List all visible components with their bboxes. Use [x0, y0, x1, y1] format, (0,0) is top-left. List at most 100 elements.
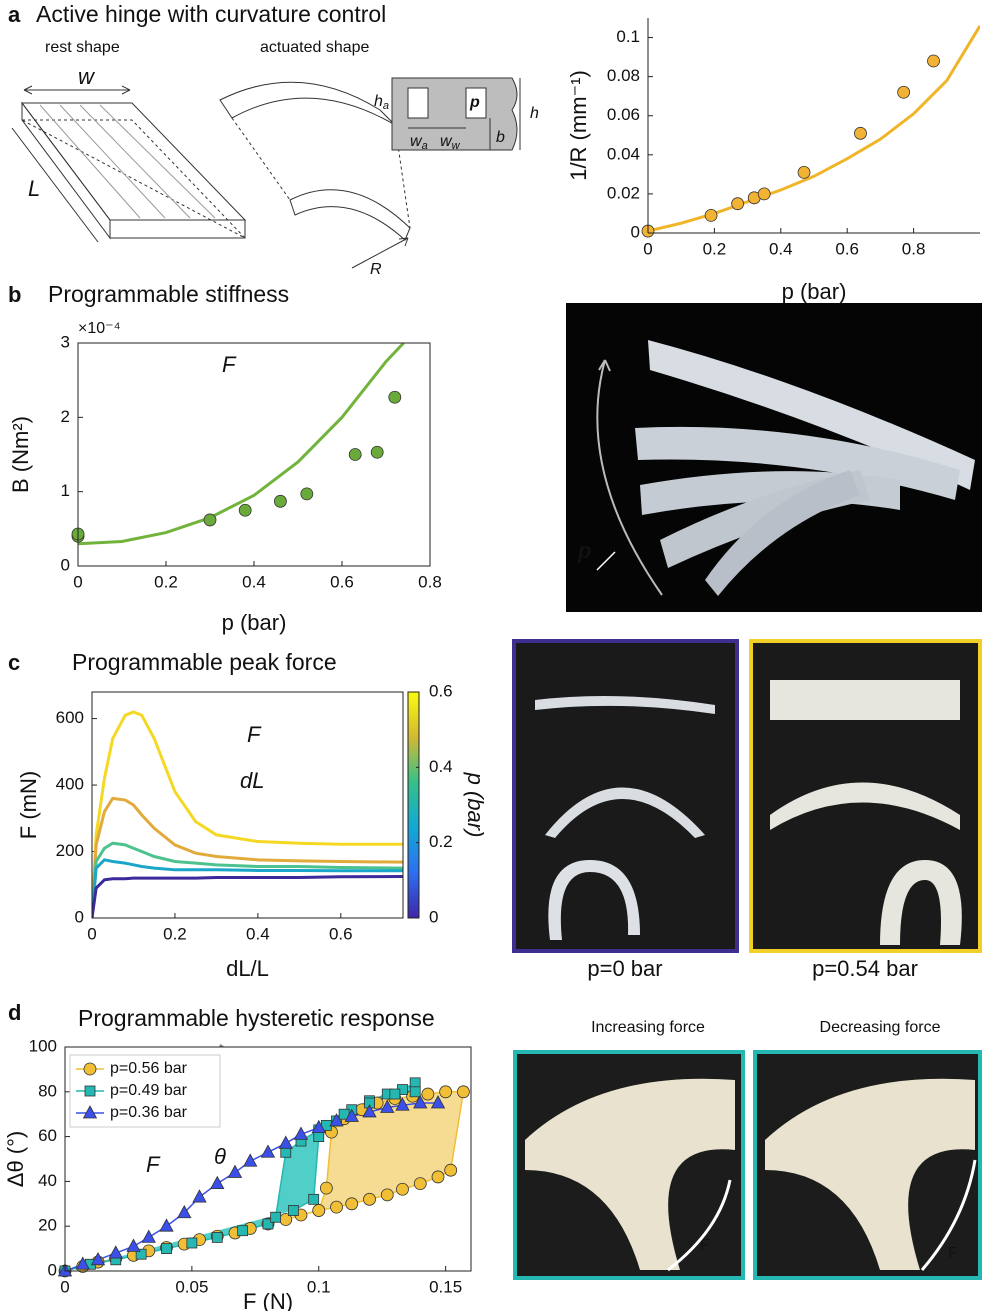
x-tick-label: 0 — [60, 1277, 69, 1296]
marker — [413, 1095, 428, 1109]
diagram-label: ha — [374, 93, 389, 112]
marker — [237, 1225, 249, 1237]
panel-label: d — [8, 1000, 21, 1025]
marker — [431, 1170, 445, 1184]
marker — [243, 1153, 258, 1167]
marker — [927, 54, 940, 68]
marker — [456, 1085, 470, 1099]
marker — [90, 1251, 106, 1266]
marker — [409, 1077, 421, 1089]
y-axis-label: B (Nm²) — [8, 416, 33, 493]
diagram-label: p — [469, 94, 480, 111]
hysteresis-area — [65, 1091, 464, 1271]
marker — [300, 487, 314, 501]
y-tick-label: 0.06 — [607, 105, 640, 124]
diagram-label: h — [374, 93, 383, 110]
x-tick-label: 0.4 — [769, 239, 793, 258]
diagram-label: a — [422, 140, 428, 152]
marker — [413, 1177, 427, 1191]
photo-hysteresis: Increasing force Decreasing force F F — [513, 1019, 982, 1280]
marker — [345, 1197, 359, 1211]
legend-marker — [84, 1085, 96, 1097]
y-tick-label: 80 — [38, 1081, 57, 1100]
x-tick-label: 0.4 — [242, 572, 266, 591]
marker — [363, 1192, 376, 1206]
diagram-label: a — [383, 100, 389, 112]
y-tick-label: 0 — [75, 907, 84, 926]
series-group — [648, 25, 980, 233]
colorbar-tick-label: 0.2 — [429, 832, 453, 851]
marker — [430, 1095, 446, 1109]
y-tick-label: 60 — [38, 1126, 57, 1145]
plot-area — [92, 692, 403, 918]
photo-caption: p=0 bar — [587, 956, 662, 981]
diagram-label: w — [78, 64, 96, 89]
annotation: F — [247, 722, 262, 747]
axes-frame — [91, 691, 404, 919]
diagram-label: w — [440, 133, 453, 150]
diagram-label: h — [530, 105, 539, 122]
series-line — [92, 874, 403, 918]
panel-title: Active hinge with curvature control — [36, 1, 386, 27]
y-tick-label: 600 — [56, 708, 84, 727]
marker — [370, 445, 384, 459]
x-axis-label: p (bar) — [222, 610, 287, 635]
series-line — [92, 858, 403, 918]
marker — [287, 1205, 299, 1216]
marker — [313, 1131, 325, 1142]
marker — [396, 1182, 409, 1196]
marker — [280, 1146, 292, 1158]
y-tick-label: 0.08 — [607, 66, 640, 85]
marker — [308, 1193, 320, 1205]
x-tick-label: 0.05 — [175, 1277, 208, 1296]
diagram-label: rest shape — [45, 39, 120, 56]
marker — [344, 1108, 359, 1122]
x-axis-label: p (bar) — [782, 279, 847, 304]
panel-title: Programmable hysteretic response — [78, 1005, 435, 1031]
marker — [444, 1163, 458, 1177]
marker — [409, 1086, 421, 1098]
marker — [210, 1175, 225, 1190]
annotation: θ — [214, 1144, 226, 1169]
series-line — [92, 796, 403, 918]
photo-label: p — [577, 538, 591, 563]
y-tick-label: 400 — [56, 775, 84, 794]
marker — [319, 1181, 333, 1195]
diagram-label: actuated shape — [260, 39, 370, 56]
y-tick-label: 40 — [38, 1171, 57, 1190]
marker — [421, 1087, 435, 1101]
marker — [854, 126, 867, 140]
marker — [293, 1126, 309, 1140]
marker — [270, 1211, 282, 1223]
x-tick-label: 0.2 — [154, 572, 178, 591]
marker — [262, 1218, 274, 1230]
marker — [141, 1229, 156, 1243]
marker — [330, 1200, 343, 1214]
x-tick-label: 0.1 — [307, 1277, 331, 1296]
hinge-diagram: rest shape actuated shape w L R ha p h w… — [11, 39, 539, 278]
annotation: F — [222, 352, 237, 377]
y-tick-label: 20 — [38, 1216, 57, 1235]
marker — [312, 1204, 326, 1217]
x-tick-label: 0.8 — [418, 572, 442, 591]
annotation: dL — [240, 768, 264, 793]
y-tick-label: 200 — [56, 841, 84, 860]
marker — [439, 1085, 453, 1099]
photo-stiffness: p — [566, 303, 982, 612]
y-tick-label: 0 — [631, 222, 640, 241]
x-tick-label: 0.2 — [703, 239, 727, 258]
legend-marker — [82, 1105, 98, 1119]
photo-label: F — [948, 1245, 958, 1262]
marker — [311, 1119, 326, 1134]
marker — [348, 448, 362, 461]
y-tick-label: 0.02 — [607, 183, 640, 202]
marker — [731, 197, 745, 211]
marker — [186, 1237, 198, 1249]
y-tick-label: 0 — [48, 1260, 57, 1279]
series-group — [92, 710, 403, 918]
y-tick-label: 0.1 — [616, 27, 640, 46]
marker — [329, 1113, 344, 1127]
marker — [273, 494, 287, 508]
diagram-label: ww — [440, 133, 461, 152]
legend-label: p=0.56 bar — [110, 1060, 188, 1077]
